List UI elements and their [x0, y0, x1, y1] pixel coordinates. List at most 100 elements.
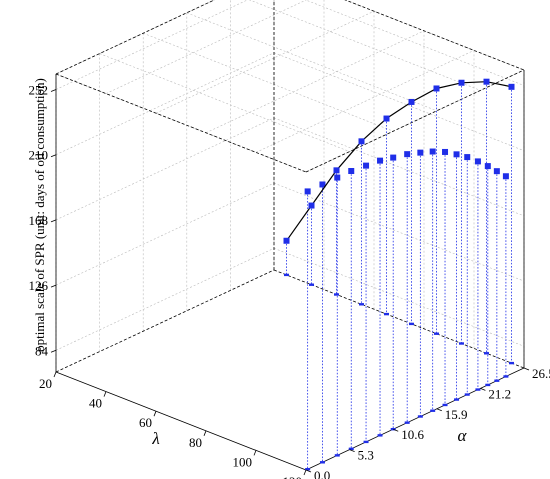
lambda-series-point	[383, 115, 390, 122]
lambda-series-floor-marker	[484, 352, 489, 355]
x-tick-mark	[253, 450, 257, 456]
gridline-z-back	[55, 247, 275, 351]
alpha-series-floor-marker	[442, 403, 448, 407]
y-tick-label: 21.2	[488, 386, 511, 401]
alpha-series-point	[453, 151, 460, 158]
y-tick-label: 10.6	[401, 427, 424, 442]
gridline-x-top	[155, 10, 375, 114]
z-tick-mark	[50, 89, 57, 92]
gridline-y-top	[99, 53, 350, 152]
gridline-z-side	[273, 117, 525, 217]
alpha-series-point	[390, 154, 397, 161]
alpha-series-point	[493, 168, 500, 175]
y-axis-label: α	[458, 426, 468, 445]
z-tick-mark	[50, 154, 57, 158]
gridline-y-top	[248, 0, 481, 91]
frame-layer	[55, 0, 525, 471]
box-edge-floor-back	[55, 269, 275, 373]
alpha-series-floor-marker	[348, 447, 354, 451]
gridline-z-back	[55, 0, 249, 90]
alpha-series-point	[377, 157, 384, 164]
y-tick-mark	[436, 408, 442, 412]
gridline-z-back	[55, 52, 275, 155]
lambda-series-point	[508, 83, 515, 90]
alpha-series-point	[334, 174, 341, 181]
z-tick-label: 126	[29, 278, 49, 293]
x-tick-label: 60	[139, 415, 152, 430]
alpha-series-point	[319, 181, 326, 188]
alpha-series-point	[404, 151, 411, 158]
y-tick-label: 26.5	[532, 366, 550, 381]
gridline-y-top	[186, 12, 437, 112]
x-tick-mark	[53, 371, 57, 378]
z-tick-label: 84	[35, 343, 49, 358]
gridline-y-top	[344, 0, 525, 71]
y-tick-mark	[393, 428, 399, 432]
alpha-series-floor-marker	[485, 383, 491, 387]
lambda-series-floor-marker	[384, 312, 389, 316]
y-tick-mark	[523, 367, 530, 371]
x-axis-line	[55, 371, 307, 471]
lambda-series-floor-marker	[359, 303, 364, 306]
z-tick-mark	[50, 349, 57, 353]
alpha-series-point	[304, 188, 311, 195]
alpha-series-floor-marker	[503, 375, 509, 378]
lambda-series-point	[308, 202, 315, 209]
grid-layer	[55, 0, 525, 372]
gridline-x-top	[205, 30, 425, 134]
alpha-series-floor-marker	[305, 468, 311, 471]
gridline-z-side	[305, 0, 525, 86]
alpha-series-point	[442, 148, 449, 155]
alpha-series-floor-marker	[430, 409, 436, 412]
z-tick-mark	[50, 284, 57, 288]
alpha-series-floor-marker	[464, 393, 470, 396]
y-tick-label: 5.3	[358, 448, 374, 463]
alpha-series-point	[417, 149, 424, 156]
alpha-series-point	[348, 168, 355, 175]
lambda-series-line	[286, 81, 512, 242]
lambda-series-floor-marker	[284, 273, 289, 277]
gridline-y-top	[143, 32, 394, 132]
drop-lines-layer	[286, 81, 512, 470]
x-axis-label: λ	[151, 429, 159, 448]
alpha-series-floor-marker	[454, 398, 460, 401]
x-tick-mark	[203, 430, 207, 436]
gridline-x-top	[55, 0, 215, 75]
box-edge-top-right	[305, 69, 525, 173]
box-edge-top-back	[55, 0, 216, 75]
x-tick-label: 100	[233, 454, 253, 469]
markers-layer	[283, 78, 515, 471]
alpha-series-floor-marker	[363, 440, 369, 444]
x-tick-label: 40	[89, 396, 102, 411]
x-tick-mark	[153, 411, 157, 417]
x-tick-label: 120	[283, 474, 303, 479]
gridline-x-top	[105, 0, 307, 94]
gridline-z-side	[273, 247, 525, 347]
alpha-series-floor-marker	[334, 454, 340, 457]
alpha-series-point	[474, 158, 481, 165]
y-tick-mark	[480, 388, 486, 391]
z-tick-label: 210	[29, 148, 49, 163]
x-tick-mark	[303, 469, 307, 476]
alpha-series-floor-marker	[404, 421, 410, 424]
alpha-series-floor-marker	[494, 379, 500, 382]
alpha-series-floor-marker	[475, 388, 481, 391]
x-tick-mark	[103, 391, 107, 397]
y-tick-mark	[349, 449, 355, 452]
lambda-series-floor-marker	[459, 342, 464, 345]
gridline-y-top	[55, 73, 307, 173]
y-tick-label: 15.9	[445, 407, 468, 422]
y-tick-label: 0.0	[314, 468, 330, 479]
lambda-series-floor-marker	[409, 322, 414, 326]
lambda-series-point	[433, 85, 440, 92]
alpha-series-point	[502, 173, 509, 180]
alpha-series-point	[363, 162, 370, 169]
gridline-z-side	[273, 52, 525, 151]
alpha-series-point	[464, 154, 471, 161]
y-tick-mark	[305, 469, 312, 473]
z-tick-label: 168	[29, 213, 49, 228]
x-tick-label: 20	[39, 376, 52, 391]
lambda-series-floor-marker	[334, 293, 339, 296]
lambda-series-floor-marker	[434, 332, 439, 335]
